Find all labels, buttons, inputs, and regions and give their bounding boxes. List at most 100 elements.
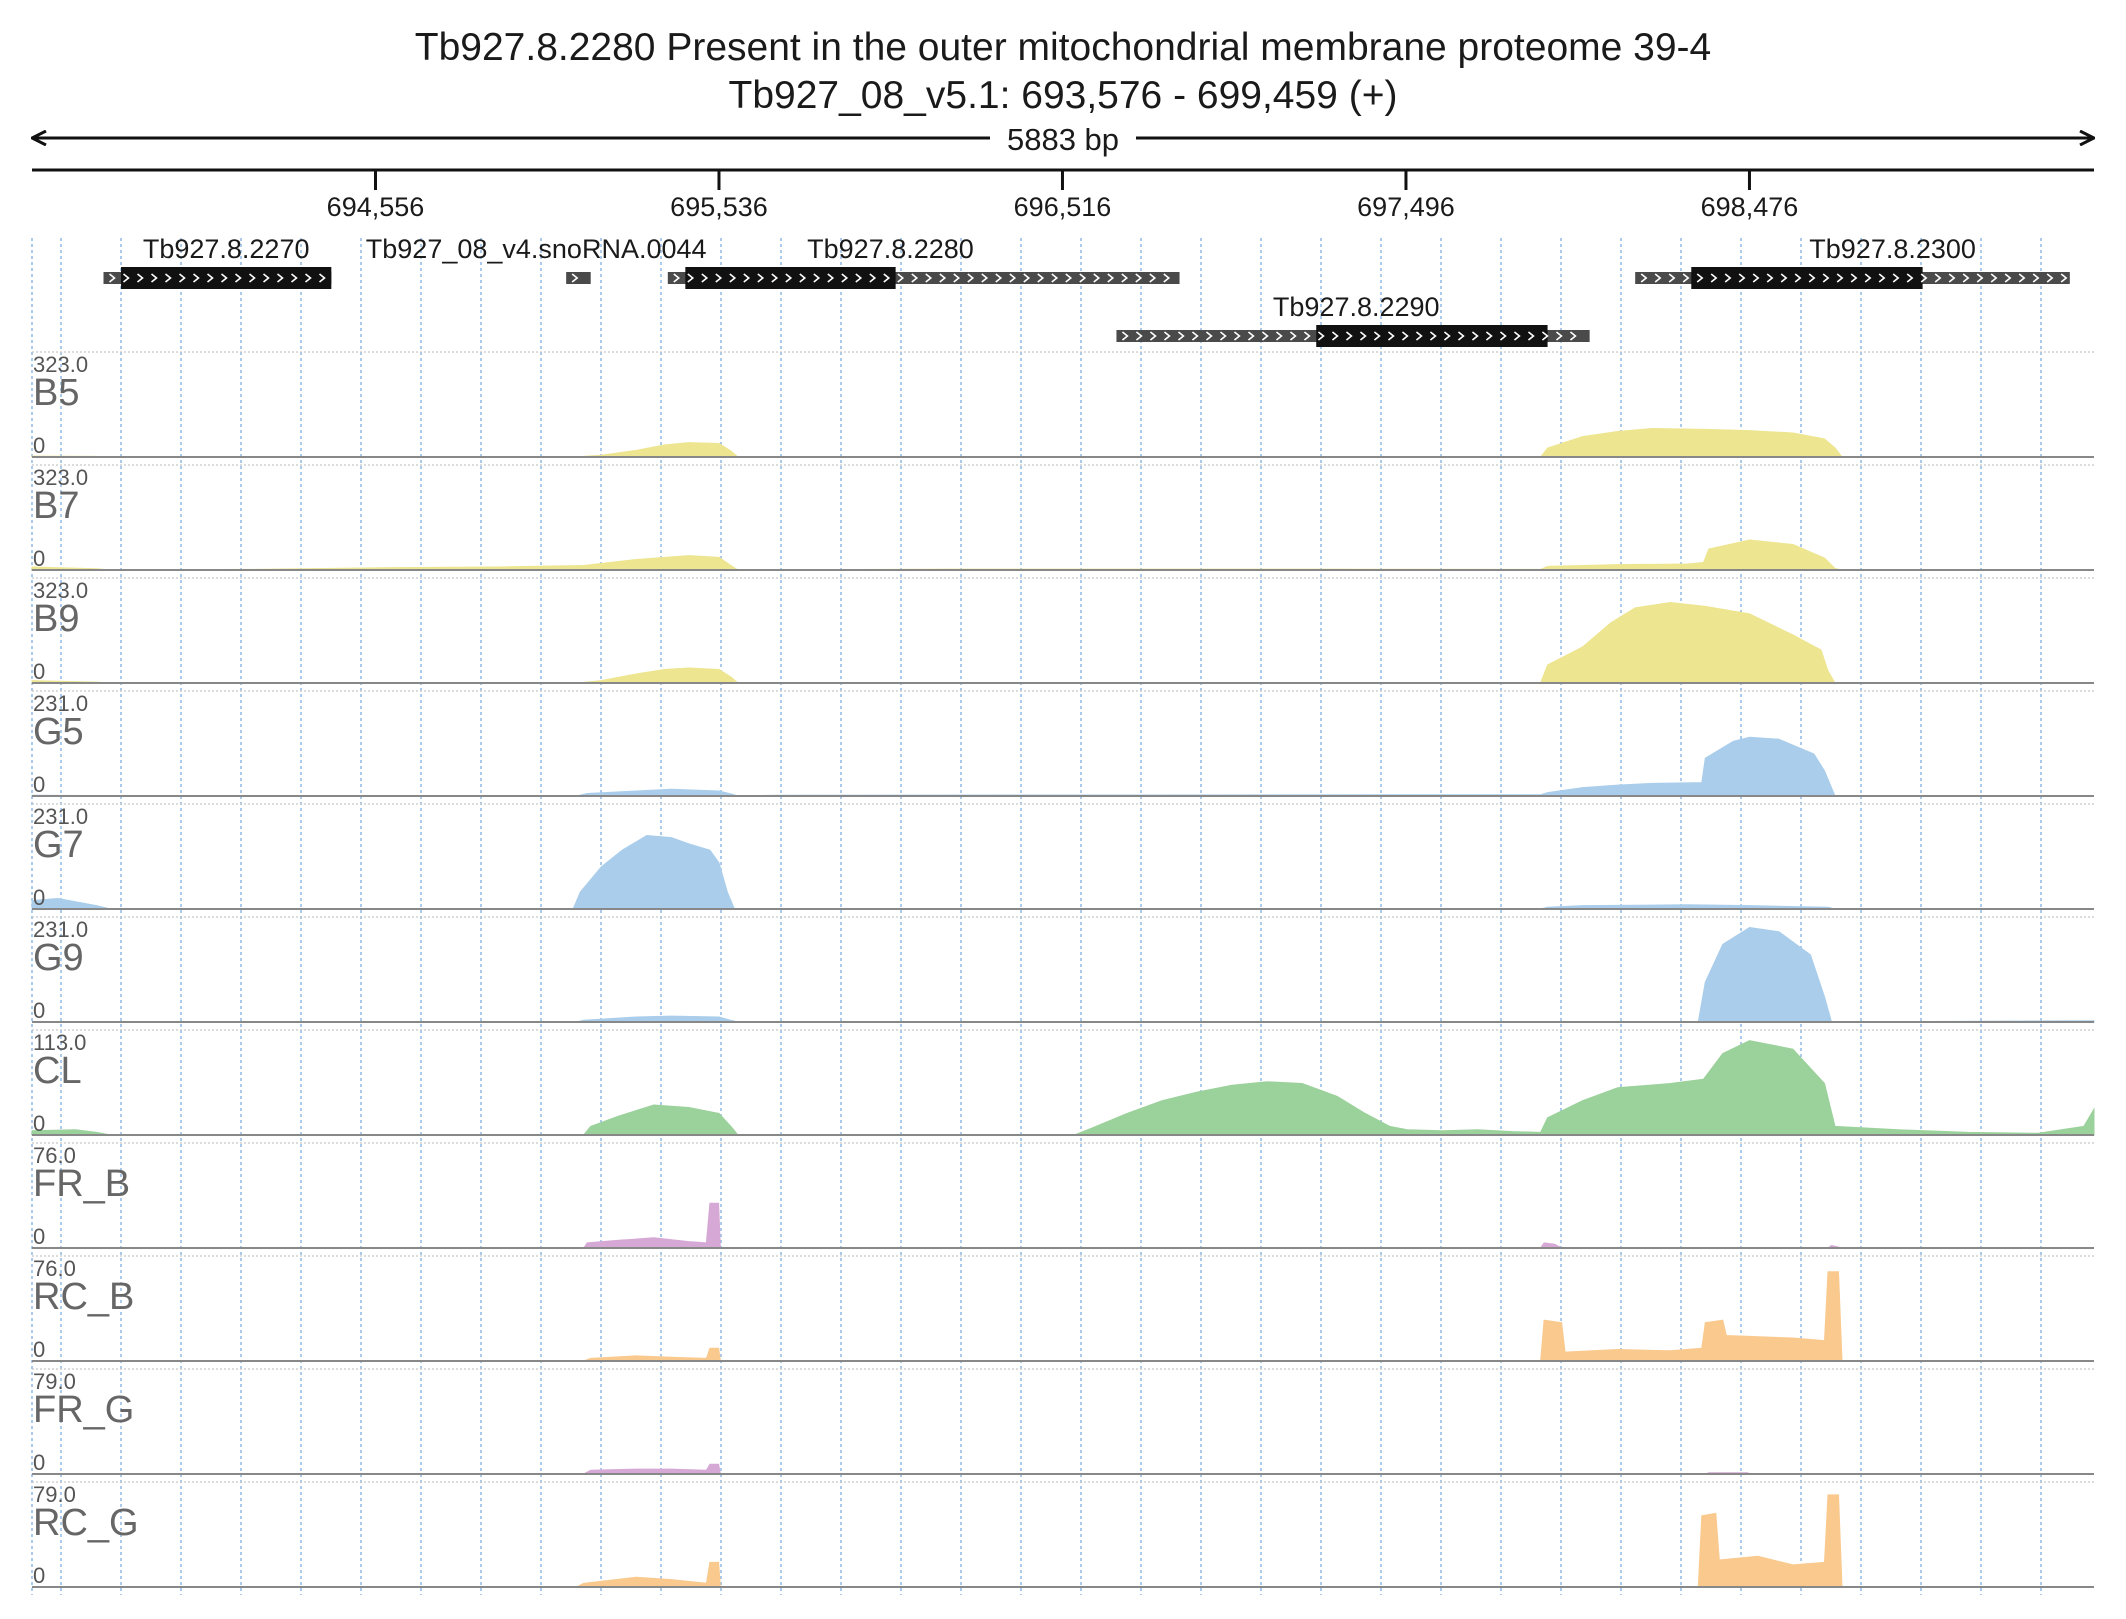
gene-cds-tb927-8-2300 — [1691, 267, 1923, 289]
strand-arrow — [109, 273, 116, 283]
gene-label-tb927-8-2300: Tb927.8.2300 — [1809, 234, 1976, 264]
track-name-g7: G7 — [33, 824, 84, 866]
strand-arrow — [1892, 273, 1900, 283]
track-g7: 231.0G7 0 — [31, 803, 2094, 910]
track-max-b9: 323.0 — [33, 578, 88, 603]
track-cl: 113.0CL 0 — [31, 1029, 2095, 1136]
strand-arrow — [1051, 273, 1059, 283]
strand-arrow — [263, 273, 270, 283]
strand-arrow — [179, 273, 186, 283]
track-min-b5: 0 — [33, 433, 45, 458]
track-min-g7: 0 — [33, 885, 45, 910]
strand-arrow — [1429, 331, 1437, 341]
coverage-area-cl — [31, 1040, 2095, 1136]
strand-arrow — [1906, 273, 1914, 283]
span-label-background — [990, 118, 1136, 158]
coverage-area-b7 — [31, 539, 1843, 571]
gene-track: Tb927.8.2270 Tb927_08_v4.snoRNA.0044 Tb927… — [103, 234, 2070, 347]
strand-arrow — [1696, 273, 1704, 283]
strand-arrow — [1345, 331, 1353, 341]
strand-arrow — [207, 273, 214, 283]
strand-arrow — [2046, 273, 2054, 283]
strand-arrow — [1079, 273, 1087, 283]
strand-arrow — [1962, 273, 1970, 283]
strand-arrow — [1654, 273, 1662, 283]
track-max-rc-g: 79.0 — [33, 1482, 76, 1507]
strand-arrow — [137, 273, 144, 283]
track-name-b7: B7 — [33, 485, 79, 527]
track-min-b9: 0 — [33, 659, 45, 684]
tick-label-695-536: 695,536 — [670, 192, 768, 222]
strand-arrow — [1401, 331, 1409, 341]
strand-arrow — [1191, 331, 1199, 341]
strand-arrow — [995, 273, 1003, 283]
coverage-area-g7 — [31, 834, 1836, 910]
strand-arrow — [1836, 273, 1844, 283]
chart-title-line2: Tb927_08_v5.1: 693,576 - 699,459 (+) — [729, 74, 1398, 117]
strand-arrow — [967, 273, 975, 283]
track-min-rc-b: 0 — [33, 1337, 45, 1362]
strand-arrow — [1359, 331, 1367, 341]
track-min-g5: 0 — [33, 772, 45, 797]
strand-arrow — [1415, 331, 1423, 341]
strand-arrow — [1121, 273, 1129, 283]
strand-arrow — [1149, 331, 1157, 341]
coverage-tracks: 323.0B50323.0B70323.0B90231.0G50231.0G70… — [31, 351, 2095, 1588]
track-min-g9: 0 — [33, 998, 45, 1023]
strand-arrow — [981, 273, 989, 283]
strand-arrow — [1808, 273, 1816, 283]
track-name-g9: G9 — [33, 937, 84, 979]
strand-arrow — [1317, 331, 1325, 341]
strand-arrow — [1065, 273, 1073, 283]
strand-arrow — [1219, 331, 1227, 341]
strand-arrow — [1864, 273, 1872, 283]
strand-arrow — [1443, 331, 1451, 341]
strand-arrow — [1163, 331, 1171, 341]
track-name-fr-g: FR_G — [33, 1389, 134, 1431]
coverage-area-rc-b — [32, 1271, 1843, 1362]
track-max-g5: 231.0 — [33, 691, 88, 716]
strand-arrow — [193, 273, 200, 283]
strand-arrow — [2032, 273, 2040, 283]
strand-arrow — [799, 273, 807, 283]
gene-label-tb927-8-2290: Tb927.8.2290 — [1273, 292, 1440, 322]
strand-arrow — [813, 273, 821, 283]
strand-arrow — [1177, 331, 1185, 341]
strand-arrow — [305, 273, 312, 283]
strand-arrow — [883, 273, 891, 283]
track-fr-b: 76.0FR_B 0 — [32, 1142, 2094, 1249]
track-max-cl: 113.0 — [33, 1030, 86, 1055]
strand-arrow — [291, 273, 298, 283]
track-rc-g: 79.0RC_G 0 — [32, 1481, 2094, 1588]
track-min-cl: 0 — [33, 1111, 45, 1136]
strand-arrow — [235, 273, 242, 283]
strand-arrow — [165, 273, 172, 283]
coverage-area-b5 — [31, 427, 1844, 458]
strand-arrow — [1121, 331, 1129, 341]
strand-arrow — [827, 273, 835, 283]
strand-arrow — [1093, 273, 1101, 283]
track-g9: 231.0G9 0 — [32, 916, 2095, 1023]
strand-arrow — [855, 273, 863, 283]
coverage-area-b9 — [31, 601, 1836, 684]
chart-title-line1: Tb927.8.2280 Present in the outer mitoch… — [415, 26, 1711, 69]
strand-arrow — [1135, 331, 1143, 341]
strand-arrow — [1990, 273, 1998, 283]
strand-arrow — [1261, 331, 1269, 341]
strand-arrow — [715, 273, 723, 283]
tick-label-697-496: 697,496 — [1357, 192, 1455, 222]
track-name-cl: CL — [33, 1050, 82, 1092]
strand-arrow — [2004, 273, 2012, 283]
strand-arrow — [1485, 331, 1493, 341]
strand-arrow — [1135, 273, 1143, 283]
track-b5: 323.0B5 0 — [31, 351, 2094, 458]
strand-arrow — [1934, 273, 1942, 283]
tick-label-698-476: 698,476 — [1701, 192, 1799, 222]
strand-arrow — [221, 273, 228, 283]
track-max-g7: 231.0 — [33, 804, 88, 829]
gene-label-tb927-08-v4-snorna-0044: Tb927_08_v4.snoRNA.0044 — [366, 234, 707, 264]
strand-arrow — [1457, 331, 1465, 341]
strand-arrow — [1794, 273, 1802, 283]
strand-arrow — [743, 273, 751, 283]
track-name-rc-b: RC_B — [33, 1276, 134, 1318]
